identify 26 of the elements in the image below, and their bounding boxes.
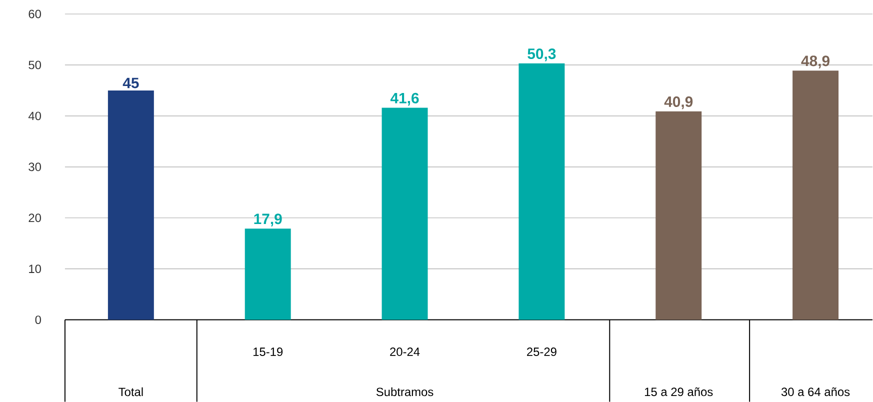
bar	[244, 228, 291, 320]
x-tick-label: 20-24	[390, 347, 420, 356]
y-tick-label: 0	[35, 315, 42, 324]
bar	[656, 111, 702, 320]
bar	[108, 90, 154, 320]
data-label: 40,9	[664, 96, 693, 110]
y-tick-label: 60	[28, 10, 42, 18]
data-label: 45	[122, 78, 139, 88]
y-tick-label: 40	[28, 112, 42, 120]
bar	[382, 108, 428, 320]
data-label: 41,6	[390, 92, 419, 106]
y-tick-label: 10	[29, 264, 42, 273]
text: Subtramos	[376, 387, 434, 396]
x-tick-label: Total	[118, 387, 143, 396]
y-tick-label: 50	[28, 60, 42, 70]
bar	[792, 70, 839, 320]
x-tick-label: 25-29	[527, 347, 556, 356]
data-label: 17,9	[254, 214, 282, 226]
data-label: 50,3	[528, 48, 556, 62]
x-tick-label: 15 a 29 años	[644, 387, 713, 396]
data-label: 48,9	[801, 55, 830, 68]
y-tick-label: 30	[28, 162, 42, 171]
x-tick-label: 30 a 64 años	[781, 387, 850, 396]
bar	[518, 63, 565, 320]
y-tick-label: 20	[28, 214, 42, 222]
x-tick-label: 15-19	[253, 347, 283, 356]
